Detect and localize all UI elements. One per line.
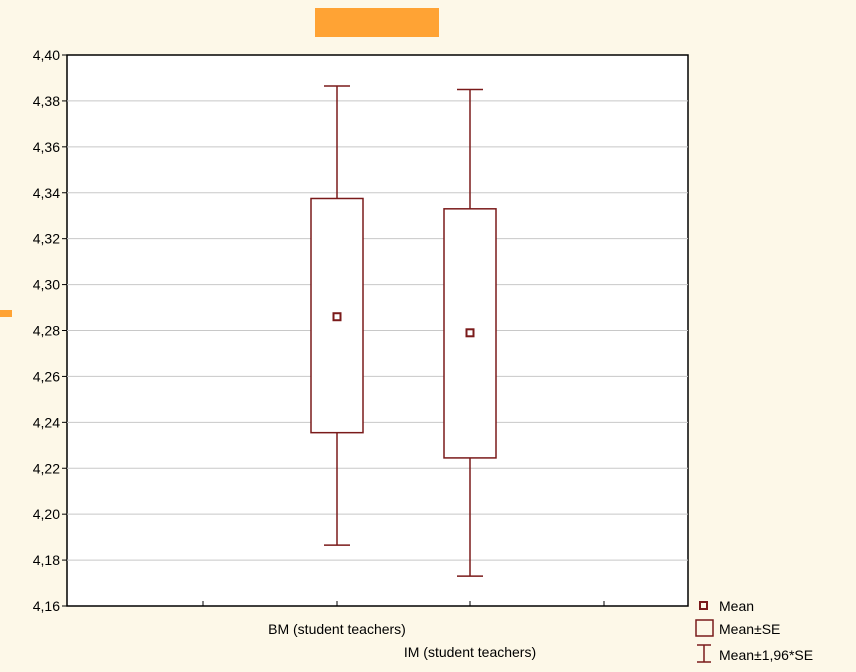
y-tick-label: 4,16 <box>33 598 60 614</box>
y-axis: 4,16 4,18 4,20 4,22 4,24 4,26 4,28 4,30 4,32 4,34… <box>33 47 67 614</box>
y-tick-label: 4,32 <box>33 231 60 247</box>
y-tick-label: 4,18 <box>33 552 60 568</box>
legend: Mean Mean±SE Mean±1,96*SE <box>695 598 813 663</box>
category-label: BM (student teachers) <box>268 621 406 637</box>
y-tick-label: 4,20 <box>33 506 60 522</box>
box-series <box>310 85 497 577</box>
x-axis <box>202 601 605 606</box>
y-tick-label: 4,34 <box>33 185 60 201</box>
gridlines <box>67 100 688 561</box>
orange-header-bar <box>315 8 439 37</box>
y-tick-label: 4,22 <box>33 460 60 476</box>
y-tick-label: 4,26 <box>33 368 60 384</box>
mean-point <box>332 312 342 322</box>
box-group <box>310 85 364 546</box>
legend-mean-symbol <box>699 601 708 610</box>
legend-mean-label: Mean <box>719 598 754 614</box>
category-labels: BM (student teachers) IM (student teacher… <box>268 621 536 660</box>
orange-side-marker <box>0 310 12 317</box>
y-tick-label: 4,38 <box>33 93 60 109</box>
box-group <box>443 88 497 577</box>
legend-whisker-label: Mean±1,96*SE <box>719 647 813 663</box>
category-label: IM (student teachers) <box>404 644 536 660</box>
y-tick-label: 4,30 <box>33 277 60 293</box>
y-tick-label: 4,28 <box>33 323 60 339</box>
legend-se-label: Mean±SE <box>719 621 780 637</box>
mean-point <box>465 328 475 338</box>
legend-whisker-symbol <box>697 644 711 663</box>
y-tick-label: 4,40 <box>33 47 60 63</box>
y-tick-label: 4,24 <box>33 414 60 430</box>
legend-se-symbol <box>695 619 714 637</box>
y-tick-label: 4,36 <box>33 139 60 155</box>
